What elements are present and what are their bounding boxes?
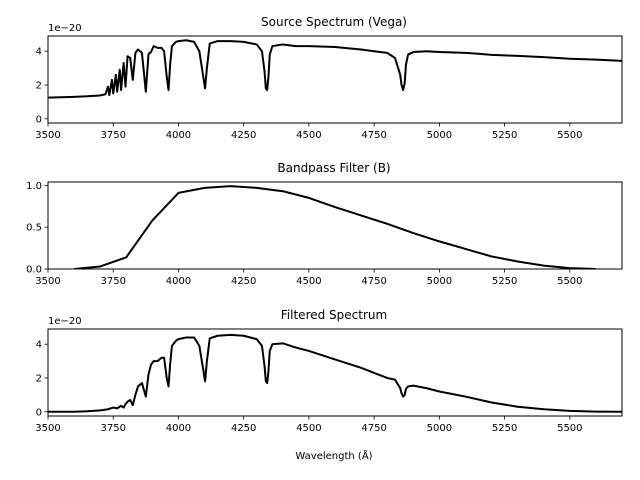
chart-title: Filtered Spectrum: [281, 308, 387, 322]
x-tick-label: 4000: [166, 130, 191, 141]
x-tick-label: 5250: [492, 130, 517, 141]
chart-panel-filtered-spectrum: Filtered Spectrum 1e−20 3500 3750 4000 4250…: [35, 308, 623, 462]
x-tick-label: 4250: [231, 423, 256, 434]
chart-panel-source-spectrum: Source Spectrum (Vega) 1e−20 3500 3750 400…: [35, 15, 623, 141]
y-offset-label: 1e−20: [48, 23, 82, 34]
x-tick-label: 3500: [35, 130, 60, 141]
x-tick-label: 4000: [166, 423, 191, 434]
x-tick-label: 5000: [427, 130, 452, 141]
x-tick-label: 5250: [492, 276, 517, 287]
chart-panel-bandpass-filter: Bandpass Filter (B) 3500 3750 4000 4250 4500…: [26, 161, 623, 287]
y-tick-label: 0: [36, 407, 42, 418]
y-tick-label: 4: [36, 340, 42, 351]
axes-frame: [47, 35, 623, 124]
x-tick-label: 4750: [361, 276, 386, 287]
plot-area: 3500 3750 4000 4250 4500 4750 5000 5250 5500 0 2 4: [35, 328, 623, 434]
y-tick-label: 1.0: [26, 181, 42, 192]
series-line: [48, 39, 622, 99]
y-tick-label: 2: [36, 80, 42, 91]
x-tick-label: 5500: [557, 130, 582, 141]
series-line: [48, 333, 622, 413]
x-tick-label: 4750: [361, 423, 386, 434]
x-tick-label: 5500: [557, 423, 582, 434]
axes-frame: [47, 181, 623, 270]
plot-area: 3500 3750 4000 4250 4500 4750 5000 5250 5500 0 2 4: [35, 35, 623, 141]
x-axis-label: Wavelength (Å): [295, 449, 372, 462]
axes-frame: [47, 328, 623, 417]
y-tick-label: 2: [36, 373, 42, 384]
x-tick-label: 4500: [296, 276, 321, 287]
x-tick-label: 4750: [361, 130, 386, 141]
y-offset-label: 1e−20: [48, 316, 82, 327]
y-tick-label: 0: [36, 114, 42, 125]
x-tick-label: 5000: [427, 276, 452, 287]
x-tick-label: 3750: [101, 130, 126, 141]
x-tick-label: 4000: [166, 276, 191, 287]
x-tick-label: 4250: [231, 276, 256, 287]
x-tick-label: 5250: [492, 423, 517, 434]
x-tick-label: 5500: [557, 276, 582, 287]
x-tick-label: 5000: [427, 423, 452, 434]
chart-title: Bandpass Filter (B): [277, 161, 390, 175]
plot-area: 3500 3750 4000 4250 4500 4750 5000 5250 5500 0.0 0…: [26, 181, 623, 287]
x-tick-label: 3750: [101, 276, 126, 287]
x-tick-label: 3750: [101, 423, 126, 434]
x-tick-label: 3500: [35, 423, 60, 434]
series-line: [73, 185, 596, 269]
chart-title: Source Spectrum (Vega): [261, 15, 407, 29]
y-tick-label: 0.0: [26, 265, 42, 276]
x-tick-label: 4500: [296, 130, 321, 141]
x-tick-label: 4500: [296, 423, 321, 434]
y-tick-label: 0.5: [26, 223, 42, 234]
x-tick-label: 4250: [231, 130, 256, 141]
y-tick-label: 4: [36, 47, 42, 58]
x-tick-label: 3500: [35, 276, 60, 287]
